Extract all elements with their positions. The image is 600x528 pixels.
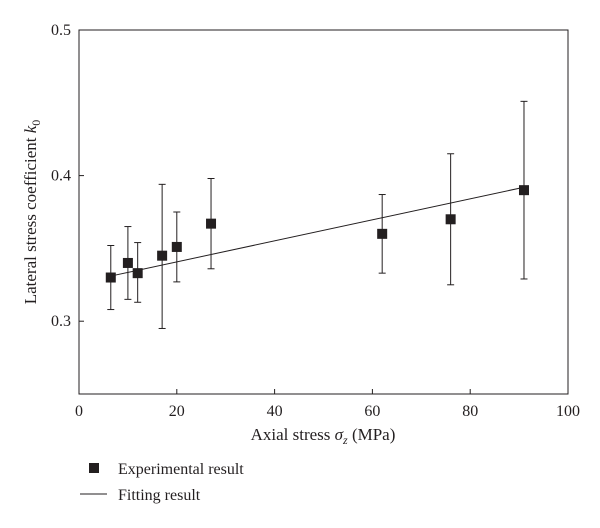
fitting-line (110, 186, 525, 277)
axis-ticks: 0 20 40 60 80 100 0.3 0.4 0.5 (51, 22, 580, 420)
x-tick-label: 0 (75, 403, 83, 420)
data-point-marker (157, 250, 168, 261)
y-axis-label-k: k (21, 125, 40, 133)
legend-label-experimental: Experimental result (118, 461, 244, 478)
data-markers (105, 185, 529, 283)
x-tick-label: 100 (556, 403, 580, 420)
legend-marker-experimental (89, 463, 99, 473)
x-tick-label: 60 (364, 403, 380, 420)
y-axis-label: Lateral stress coefficient k0 (21, 120, 43, 305)
data-point-marker (171, 241, 182, 252)
x-axis-label: Axial stress σz (MPa) (251, 425, 396, 447)
error-bars (107, 100, 528, 329)
data-point-marker (377, 228, 388, 239)
x-tick-label: 80 (462, 403, 478, 420)
data-point-marker (518, 185, 529, 196)
data-point-marker (445, 214, 456, 225)
y-tick-label: 0.5 (51, 22, 71, 39)
fitting-line-layer (110, 186, 525, 277)
legend: Experimental result Fitting result (80, 461, 244, 504)
y-axis-label-subscript: 0 (29, 120, 43, 126)
y-tick-label: 0.3 (51, 313, 71, 330)
x-axis-label-unit: (MPa) (348, 425, 396, 444)
data-point-marker (122, 257, 133, 268)
x-tick-label: 40 (267, 403, 283, 420)
x-axis-label-subscript: z (342, 433, 348, 447)
data-point-marker (206, 218, 217, 229)
y-axis-label-text: Lateral stress coefficient (21, 133, 40, 304)
x-axis-label-text: Axial stress (251, 425, 335, 444)
x-axis-label-sigma: σ (335, 425, 344, 444)
plot-frame (78, 29, 569, 395)
legend-label-fitting: Fitting result (118, 487, 201, 504)
data-point-marker (132, 268, 143, 279)
x-tick-label: 20 (169, 403, 185, 420)
y-tick-label: 0.4 (51, 168, 71, 185)
data-point-marker (105, 272, 116, 283)
